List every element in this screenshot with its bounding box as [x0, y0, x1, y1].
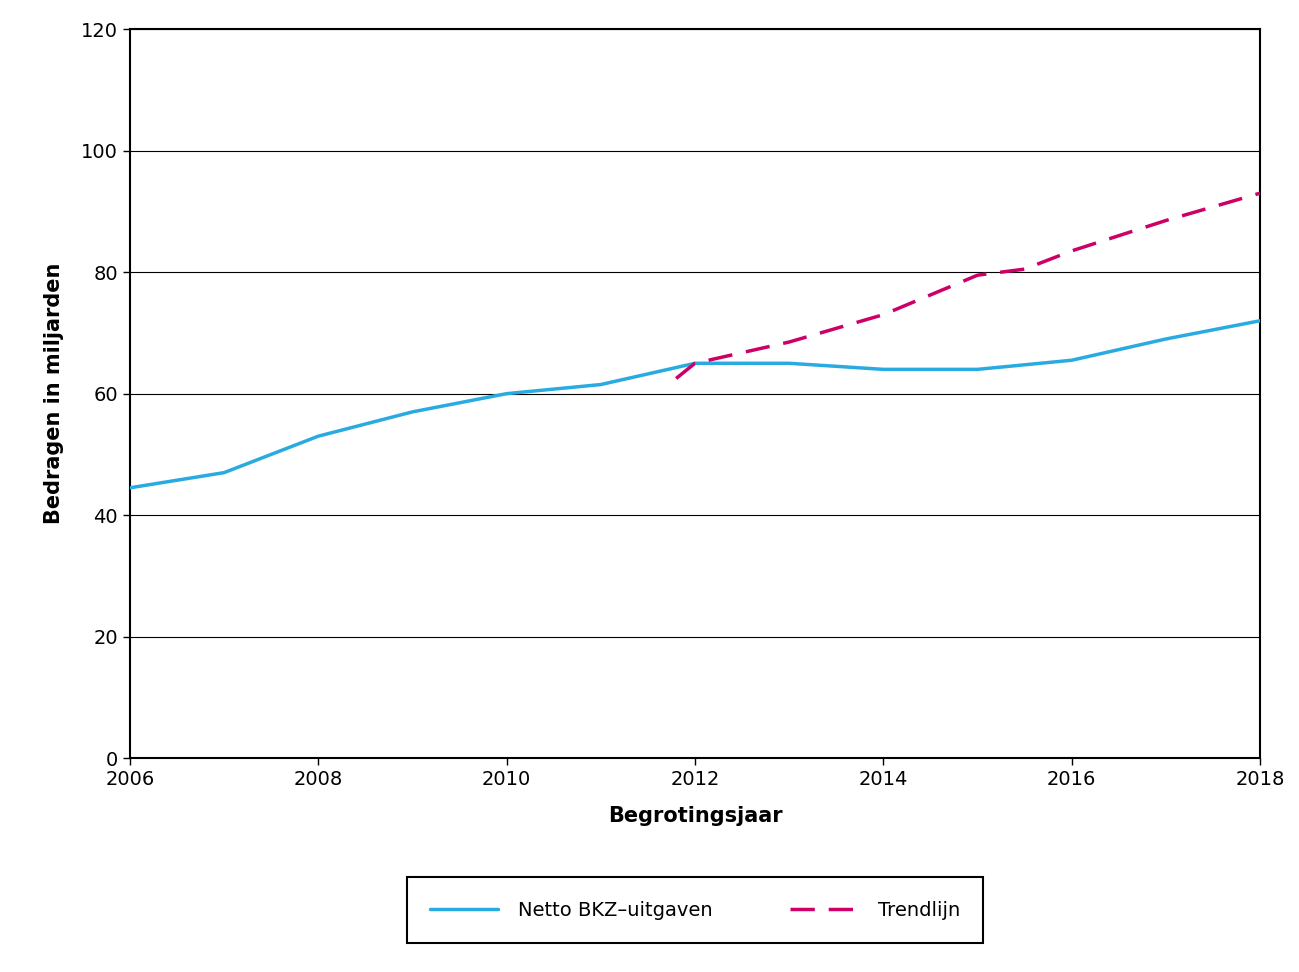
Trendlijn [781, 336, 796, 348]
Netto BKZ–uitgaven [876, 364, 891, 375]
Netto BKZ–uitgaven [781, 358, 796, 369]
Line: Netto BKZ–uitgaven: Netto BKZ–uitgaven [130, 321, 1260, 488]
Netto BKZ–uitgaven [499, 388, 514, 399]
Netto BKZ–uitgaven [216, 467, 231, 478]
Line: Trendlijn: Trendlijn [675, 193, 1260, 378]
Trendlijn [1064, 245, 1079, 257]
Netto BKZ–uitgaven [687, 358, 703, 369]
Netto BKZ–uitgaven [592, 379, 608, 391]
Trendlijn [687, 358, 703, 369]
Netto BKZ–uitgaven [969, 364, 985, 375]
Netto BKZ–uitgaven [1064, 355, 1079, 366]
Netto BKZ–uitgaven [404, 406, 420, 418]
Trendlijn [969, 269, 985, 281]
Trendlijn [876, 309, 891, 321]
Netto BKZ–uitgaven [122, 482, 138, 494]
Y-axis label: Bedragen in miljarden: Bedragen in miljarden [44, 263, 65, 524]
X-axis label: Begrotingsjaar: Begrotingsjaar [608, 806, 782, 825]
Netto BKZ–uitgaven [1252, 315, 1268, 327]
Netto BKZ–uitgaven [1157, 333, 1173, 345]
Trendlijn [668, 372, 683, 384]
Trendlijn [1252, 188, 1268, 199]
Trendlijn [1017, 263, 1033, 275]
Netto BKZ–uitgaven [310, 431, 326, 442]
Legend: Netto BKZ–uitgaven, Trendlijn: Netto BKZ–uitgaven, Trendlijn [407, 878, 983, 943]
Trendlijn [1157, 215, 1173, 226]
